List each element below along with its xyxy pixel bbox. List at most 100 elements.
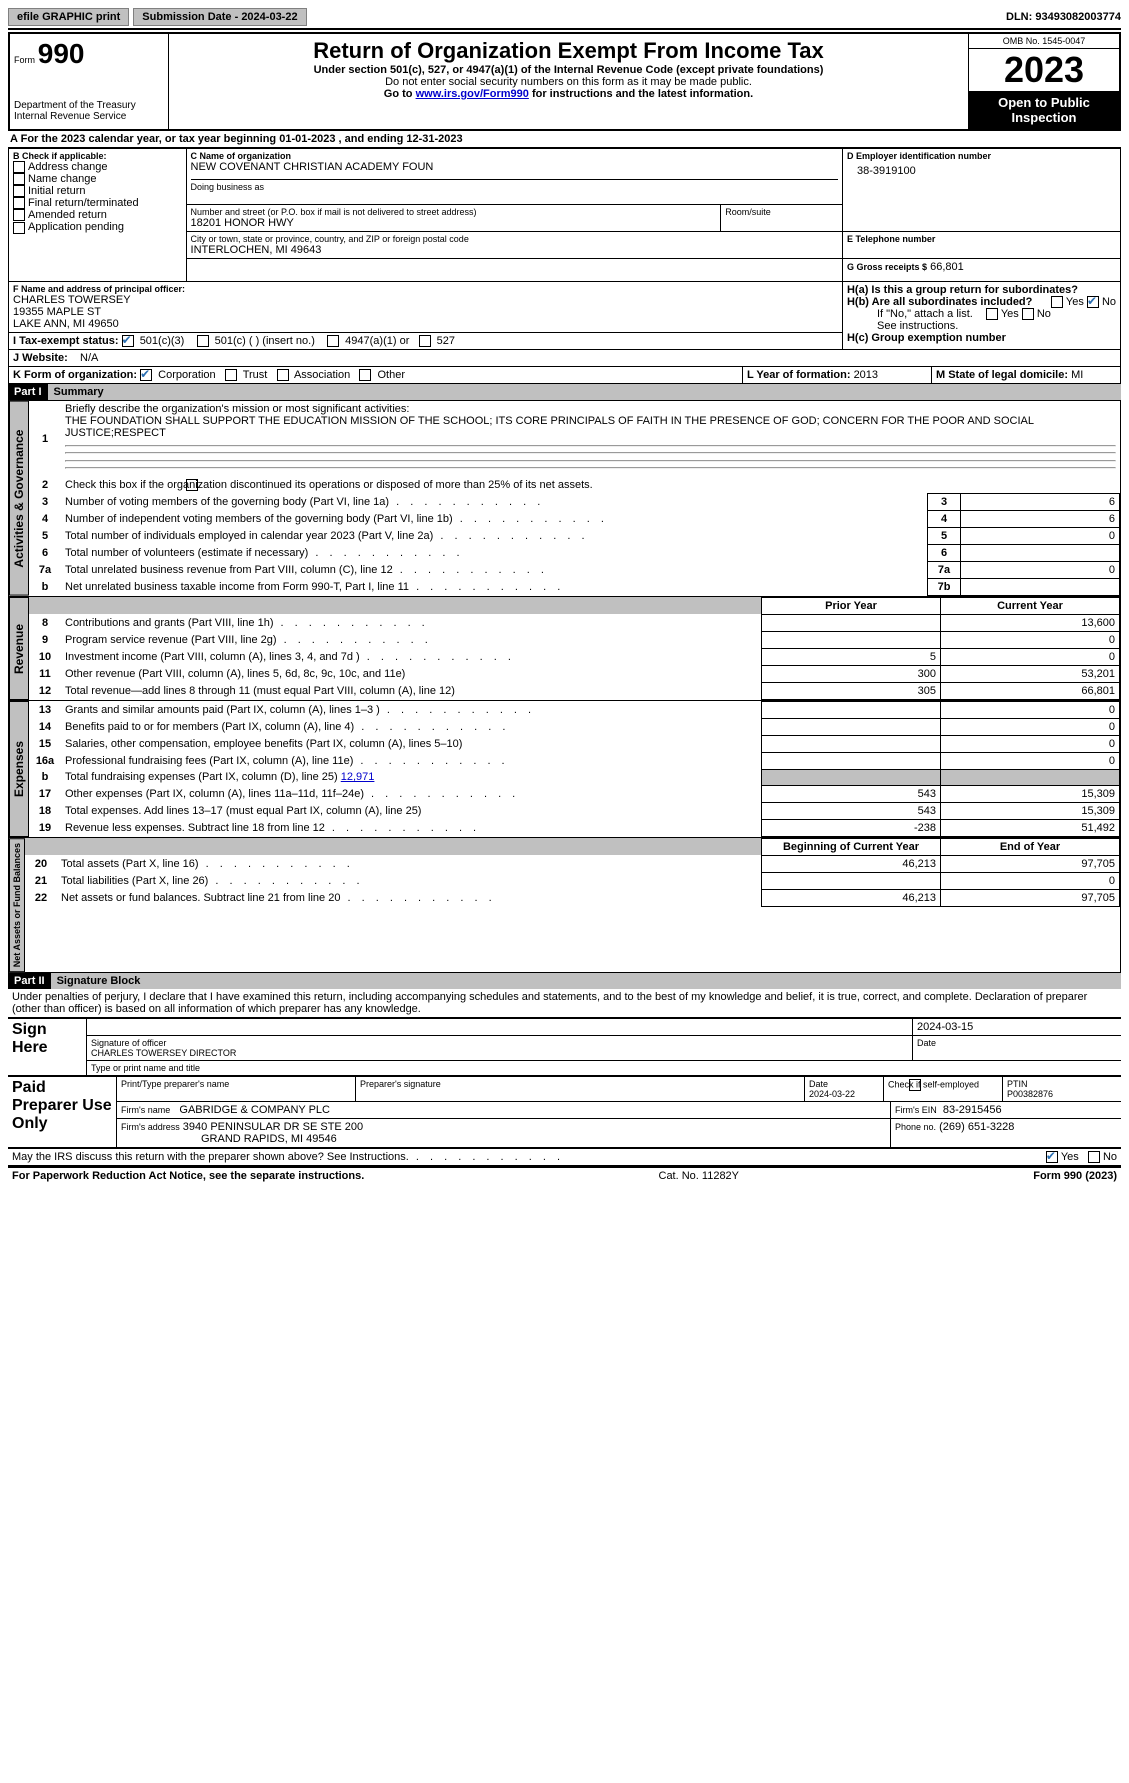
line12-curr: 66,801 — [941, 682, 1120, 699]
form990-link[interactable]: www.irs.gov/Form990 — [416, 88, 529, 100]
cb-ha-no[interactable] — [1087, 296, 1099, 308]
line4-label: Number of independent voting members of … — [61, 510, 928, 527]
box-hb-note: If "No," attach a list. See instructions… — [847, 308, 1116, 332]
city-label: City or town, state or province, country… — [191, 234, 838, 244]
date-label: Date — [912, 1036, 1121, 1060]
form-label: Form — [14, 55, 35, 65]
phone-value: (269) 651-3228 — [939, 1121, 1014, 1133]
cb-other[interactable] — [359, 369, 371, 381]
phone-label: Phone no. — [895, 1122, 936, 1132]
line12-label: Total revenue—add lines 8 through 11 (mu… — [61, 682, 762, 699]
no-ssn-note: Do not enter social security numbers on … — [173, 76, 964, 88]
firm-name: GABRIDGE & COMPANY PLC — [179, 1104, 330, 1116]
box-f-label: F Name and address of principal officer: — [13, 284, 838, 294]
sign-here-label: Sign Here — [8, 1019, 87, 1075]
declaration-text: Under penalties of perjury, I declare th… — [8, 989, 1121, 1017]
sig-officer-label: Signature of officer — [91, 1038, 166, 1048]
cb-assoc[interactable] — [277, 369, 289, 381]
line8-curr: 13,600 — [941, 614, 1120, 631]
efile-print-button[interactable]: efile GRAPHIC print — [8, 8, 129, 26]
goto-rest: for instructions and the latest informat… — [532, 88, 753, 100]
box-m: M State of legal domicile: MI — [932, 367, 1120, 383]
cb-self-employed[interactable] — [909, 1079, 921, 1091]
org-city: INTERLOCHEN, MI 49643 — [191, 244, 838, 256]
dept-treasury: Department of the Treasury — [14, 100, 164, 111]
line3-val: 6 — [961, 493, 1120, 510]
line7a-val: 0 — [961, 561, 1120, 578]
cb-501c[interactable] — [197, 335, 209, 347]
box-k: K Form of organization: Corporation Trus… — [9, 367, 743, 383]
line16a-curr: 0 — [941, 752, 1120, 769]
line16b: Total fundraising expenses (Part IX, col… — [61, 769, 762, 785]
org-address: 18201 HONOR HWY — [191, 217, 717, 229]
cb-initial-return[interactable] — [13, 185, 25, 197]
ptin-value: P00382876 — [1007, 1089, 1053, 1099]
catalog-number: Cat. No. 11282Y — [364, 1170, 1033, 1182]
line15-label: Salaries, other compensation, employee b… — [61, 735, 762, 752]
form-header: Form 990 Department of the Treasury Inte… — [8, 32, 1121, 131]
officer-name-title: CHARLES TOWERSEY DIRECTOR — [91, 1048, 236, 1058]
prep-name-label: Print/Type preparer's name — [117, 1077, 356, 1101]
line11-label: Other revenue (Part VIII, column (A), li… — [61, 665, 762, 682]
self-employed: Check if self-employed — [884, 1077, 1003, 1101]
cb-527[interactable] — [419, 335, 431, 347]
vert-expenses: Expenses — [9, 701, 29, 837]
line11-curr: 53,201 — [941, 665, 1120, 682]
line4-val: 6 — [961, 510, 1120, 527]
firm-addr1: 3940 PENINSULAR DR SE STE 200 — [183, 1121, 363, 1133]
cb-line2[interactable] — [186, 479, 198, 491]
line17-label: Other expenses (Part IX, column (A), lin… — [61, 785, 762, 802]
cb-hb-no[interactable] — [1022, 308, 1034, 320]
cb-amended-return[interactable] — [13, 209, 25, 221]
line19-curr: 51,492 — [941, 819, 1120, 836]
ptin-label: PTIN — [1007, 1079, 1028, 1089]
addr-label: Number and street (or P.O. box if mail i… — [191, 207, 717, 217]
tax-year: 2023 — [969, 49, 1119, 91]
vert-activities-governance: Activities & Governance — [9, 401, 29, 596]
submission-date-button[interactable]: Submission Date - 2024-03-22 — [133, 8, 306, 26]
line20-prior: 46,213 — [762, 855, 941, 872]
officer-addr1: 19355 MAPLE ST — [13, 306, 838, 318]
cb-final-return[interactable] — [13, 197, 25, 209]
cb-application-pending[interactable] — [13, 222, 25, 234]
line16b-link[interactable]: 12,971 — [341, 771, 375, 783]
line15-prior — [762, 735, 941, 752]
cb-hb-yes[interactable] — [986, 308, 998, 320]
cb-501c3[interactable] — [122, 335, 134, 347]
cb-name-change[interactable] — [13, 173, 25, 185]
pra-notice: For Paperwork Reduction Act Notice, see … — [12, 1170, 364, 1182]
line1-label: Briefly describe the organization's miss… — [65, 403, 409, 415]
cb-discuss-yes[interactable] — [1046, 1151, 1058, 1163]
firm-name-label: Firm's name — [121, 1105, 170, 1115]
open-to-public: Open to Public Inspection — [969, 91, 1119, 129]
line17-prior: 543 — [762, 785, 941, 802]
box-l: L Year of formation: 2013 — [743, 367, 932, 383]
line10-label: Investment income (Part VIII, column (A)… — [61, 648, 762, 665]
cb-discuss-no[interactable] — [1088, 1151, 1100, 1163]
officer-name: CHARLES TOWERSEY — [13, 294, 838, 306]
line14-prior — [762, 718, 941, 735]
line10-curr: 0 — [941, 648, 1120, 665]
cb-trust[interactable] — [225, 369, 237, 381]
cb-address-change[interactable] — [13, 161, 25, 173]
line21-curr: 0 — [941, 872, 1120, 889]
line13-curr: 0 — [941, 701, 1120, 718]
prep-date-label: Date — [809, 1079, 828, 1089]
officer-addr2: LAKE ANN, MI 49650 — [13, 318, 838, 330]
line17-curr: 15,309 — [941, 785, 1120, 802]
box-d-label: D Employer identification number — [847, 151, 1116, 161]
line7b-val — [961, 578, 1120, 595]
form-title: Return of Organization Exempt From Incom… — [173, 38, 964, 64]
box-g-label: G Gross receipts $ — [847, 262, 927, 272]
firm-addr-label: Firm's address — [121, 1122, 180, 1132]
line20-curr: 97,705 — [941, 855, 1120, 872]
cb-4947[interactable] — [327, 335, 339, 347]
cb-ha-yes[interactable] — [1051, 296, 1063, 308]
line18-label: Total expenses. Add lines 13–17 (must eq… — [61, 802, 762, 819]
line8-label: Contributions and grants (Part VIII, lin… — [61, 614, 762, 631]
firm-addr2: GRAND RAPIDS, MI 49546 — [121, 1133, 337, 1145]
vert-net-assets: Net Assets or Fund Balances — [9, 838, 25, 972]
line14-curr: 0 — [941, 718, 1120, 735]
cb-corp[interactable] — [140, 369, 152, 381]
line19-label: Revenue less expenses. Subtract line 18 … — [61, 819, 762, 836]
